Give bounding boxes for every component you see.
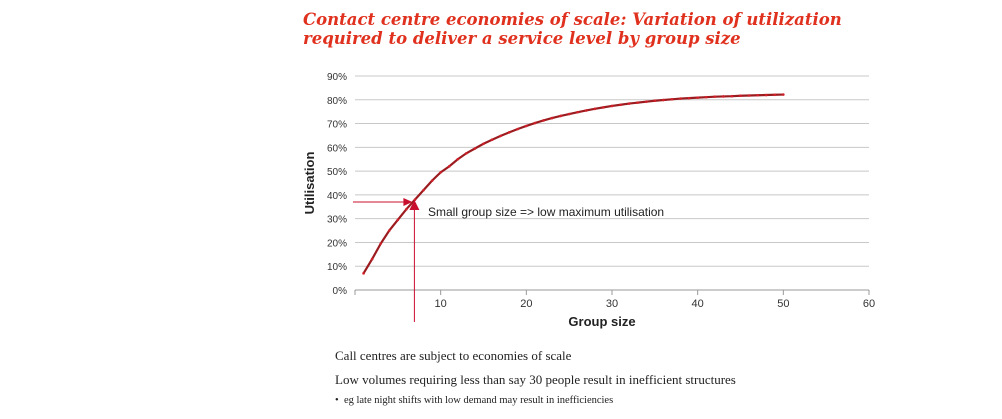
data-point <box>747 94 751 97</box>
data-point <box>362 272 365 275</box>
data-point <box>576 110 580 114</box>
bullet-text: eg late night shifts with low demand may… <box>343 395 614 406</box>
y-tick-label: 80% <box>327 96 347 107</box>
data-point <box>370 257 374 261</box>
y-tick-label: 0% <box>333 286 348 297</box>
data-point <box>636 101 639 104</box>
note-bullet: • eg late night shifts with low demand m… <box>335 395 613 406</box>
data-point <box>542 119 545 122</box>
data-point <box>670 98 674 101</box>
data-point <box>704 95 708 99</box>
note-economies: Call centres are subject to economies of… <box>335 348 572 363</box>
y-axis-label: Utilisation <box>302 152 317 215</box>
series-line <box>362 93 784 274</box>
data-point <box>593 107 597 111</box>
y-tick-label: 90% <box>327 72 347 83</box>
y-tick-label: 40% <box>327 191 347 202</box>
x-tick-label: 30 <box>606 298 618 310</box>
data-point <box>627 102 631 105</box>
data-point <box>422 188 425 192</box>
x-axis-label: Group size <box>568 314 635 329</box>
x-tick-label: 10 <box>435 298 447 310</box>
data-point <box>405 207 408 211</box>
data-point <box>490 138 494 142</box>
y-tick-label: 70% <box>327 120 347 131</box>
data-point <box>507 131 511 134</box>
bullet-marker: • <box>335 395 339 406</box>
data-point <box>482 142 485 146</box>
data-point <box>730 94 734 98</box>
annotation-arrowhead <box>409 200 420 211</box>
x-tick-label: 40 <box>692 298 704 310</box>
data-point <box>756 93 759 97</box>
data-point <box>585 109 588 112</box>
data-point <box>379 242 383 245</box>
note-low-volumes: Low volumes requiring less than say 30 p… <box>335 372 736 387</box>
data-point <box>739 94 742 98</box>
data-point <box>687 96 691 100</box>
data-point <box>559 114 562 118</box>
data-point <box>387 229 391 232</box>
x-tick-label: 60 <box>863 298 875 310</box>
y-tick-label: 30% <box>327 215 347 226</box>
data-point <box>782 93 785 96</box>
data-point <box>696 96 699 99</box>
annotation-arrowhead <box>403 198 413 207</box>
data-point <box>516 127 520 131</box>
data-point <box>773 93 777 97</box>
data-point <box>456 157 460 161</box>
data-point <box>764 93 768 97</box>
data-point <box>662 98 665 102</box>
data-point <box>525 124 528 128</box>
data-point <box>465 151 468 155</box>
data-point <box>499 134 502 138</box>
data-point <box>413 198 417 201</box>
data-point <box>722 95 725 98</box>
utilisation-chart: 0% 10% 20% 30% 40% 50% 60% 70% 80% 90% 10 20 30 40 50 6… <box>302 72 875 329</box>
data-point <box>713 95 717 98</box>
data-point <box>430 179 434 182</box>
x-tick-label: 50 <box>777 298 789 310</box>
y-tick-label: 60% <box>327 143 347 154</box>
data-point <box>550 116 554 120</box>
y-tick-label: 50% <box>327 167 347 178</box>
data-point <box>567 112 571 116</box>
annotation-text: Small group size => low maximum utilisat… <box>428 205 664 219</box>
page-title: Contact centre economies of scale: Varia… <box>303 10 842 48</box>
data-point <box>679 97 682 100</box>
y-tick-label: 20% <box>327 238 347 249</box>
data-point <box>396 218 400 222</box>
data-point <box>602 106 605 109</box>
data-point <box>439 171 442 174</box>
x-tick-label: 20 <box>520 298 532 310</box>
data-point <box>610 104 614 108</box>
data-point <box>447 165 451 168</box>
data-point <box>473 147 477 150</box>
data-point <box>533 121 537 125</box>
data-point <box>653 99 657 103</box>
data-point <box>619 103 622 107</box>
y-tick-label: 10% <box>327 262 347 273</box>
data-point <box>644 100 648 103</box>
